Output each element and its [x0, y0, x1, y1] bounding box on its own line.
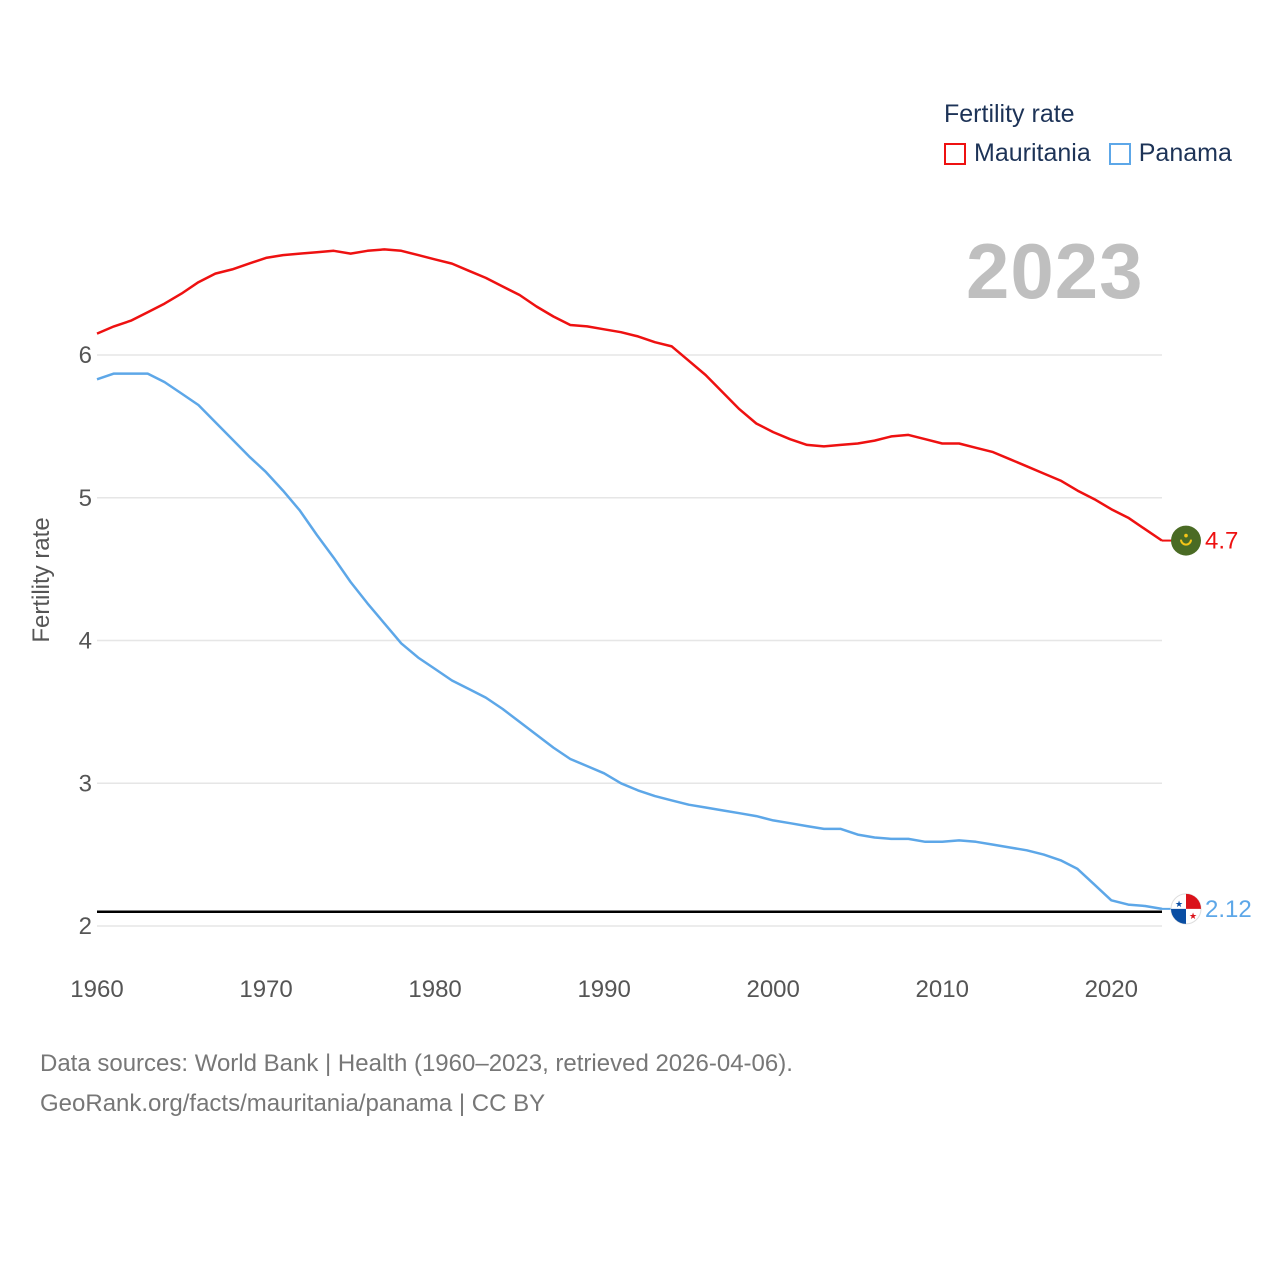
y-tick-label-4: 4: [79, 628, 92, 655]
legend-swatch-panama: [1108, 142, 1131, 165]
x-tick-label-2000: 2000: [746, 976, 799, 1003]
legend-swatch-mauritania: [944, 142, 966, 165]
x-tick-label-1990: 1990: [577, 976, 630, 1003]
star-icon: ★: [1175, 899, 1183, 909]
x-tick-label-1960: 1960: [70, 976, 123, 1003]
footer: Data sources: World Bank | Health (1960–…: [40, 1044, 793, 1124]
series-lines: [96, 248, 1163, 911]
legend-item-panama[interactable]: Panama: [1108, 139, 1232, 168]
flag-quarter-red: [1186, 893, 1201, 909]
flag-panama-icon: ★★: [1170, 893, 1202, 925]
legend-label-panama: Panama: [1138, 139, 1232, 167]
x-tick-label-2020: 2020: [1085, 976, 1138, 1003]
flag-disc: [1171, 525, 1201, 556]
y-tick-label-2: 2: [79, 913, 92, 940]
y-tick-label-5: 5: [79, 485, 92, 512]
flag-quarter-blue: [1171, 908, 1186, 924]
flag-mauritania-icon: [1171, 525, 1201, 556]
y-tick-label-6: 6: [79, 342, 92, 369]
legend-label-mauritania: Mauritania: [974, 139, 1091, 167]
footer-link[interactable]: GeoRank.org/facts/mauritania/panama | CC…: [40, 1090, 546, 1117]
legend-item-mauritania[interactable]: Mauritania: [944, 139, 1091, 168]
end-markers: 4.7★★ 2.12: [1162, 525, 1252, 925]
grid-lines: [97, 354, 1162, 927]
legend-title: Fertility rate: [944, 100, 1075, 128]
x-tick-label-1980: 1980: [408, 976, 461, 1003]
x-tick-label-1970: 1970: [239, 976, 292, 1003]
year-label: 2023: [966, 227, 1144, 315]
end-label-panama: 2.12: [1205, 896, 1252, 923]
y-axis-label: Fertility rate: [28, 517, 55, 643]
footer-sources: Data sources: World Bank | Health (1960–…: [40, 1050, 793, 1077]
star-icon: ★: [1189, 911, 1197, 921]
end-label-mauritania: 4.7: [1205, 528, 1238, 555]
axis-ticks: 2 3 4 5 6 1960 1970 1980 1990 2000 2010 2020: [70, 342, 1138, 1003]
x-tick-label-2010: 2010: [916, 976, 969, 1003]
legend: Fertility rate Mauritania Panama: [944, 100, 1232, 168]
y-tick-label-3: 3: [79, 770, 92, 797]
crescent-icon: [1180, 539, 1192, 546]
series-line-panama: [96, 372, 1163, 911]
star-icon: [1184, 533, 1188, 538]
series-line-mauritania: [96, 248, 1163, 542]
